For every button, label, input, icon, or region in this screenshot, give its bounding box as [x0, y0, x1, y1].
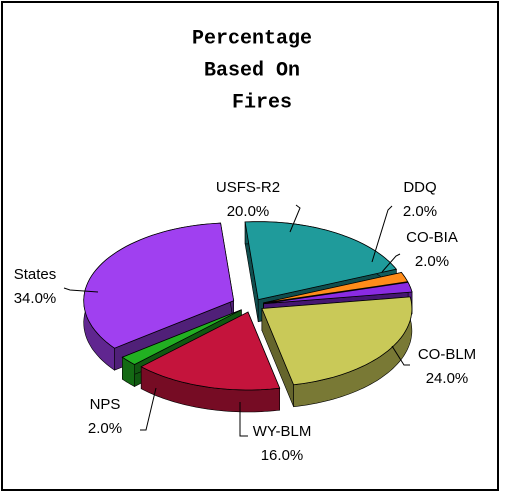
slice-label: DDQ	[403, 179, 436, 196]
slice	[263, 272, 409, 304]
slice-value-label: 20.0%	[227, 203, 270, 220]
leader-line	[381, 253, 401, 273]
chart-title: Percentage	[192, 27, 312, 50]
slice	[263, 281, 413, 305]
slice	[244, 221, 398, 301]
slice	[121, 309, 242, 365]
leader-line	[391, 345, 410, 366]
slice-value-label: 2.0%	[415, 253, 449, 270]
leader-line	[239, 402, 248, 437]
leader-line	[371, 205, 393, 263]
slice-label: CO-BIA	[406, 229, 458, 246]
leader-line	[140, 387, 157, 431]
slice	[140, 311, 281, 391]
slice-value-label: 2.0%	[403, 203, 437, 220]
leader-line	[63, 287, 99, 293]
slice-label: States	[14, 266, 57, 283]
slice-label: WY-BLM	[253, 423, 312, 440]
slice-value-label: 2.0%	[88, 420, 122, 437]
slice	[83, 222, 235, 349]
leader-line	[289, 204, 301, 233]
slice-value-label: 16.0%	[261, 447, 304, 464]
slice-value-label: 24.0%	[426, 370, 469, 387]
slice-value-label: 34.0%	[14, 290, 57, 307]
slice-label: USFS-R2	[216, 179, 280, 196]
chart-title: Fires	[232, 91, 292, 114]
slice-label: NPS	[90, 396, 121, 413]
slice	[261, 296, 413, 386]
chart-title: Based On	[204, 59, 300, 82]
slice-label: CO-BLM	[418, 346, 476, 363]
